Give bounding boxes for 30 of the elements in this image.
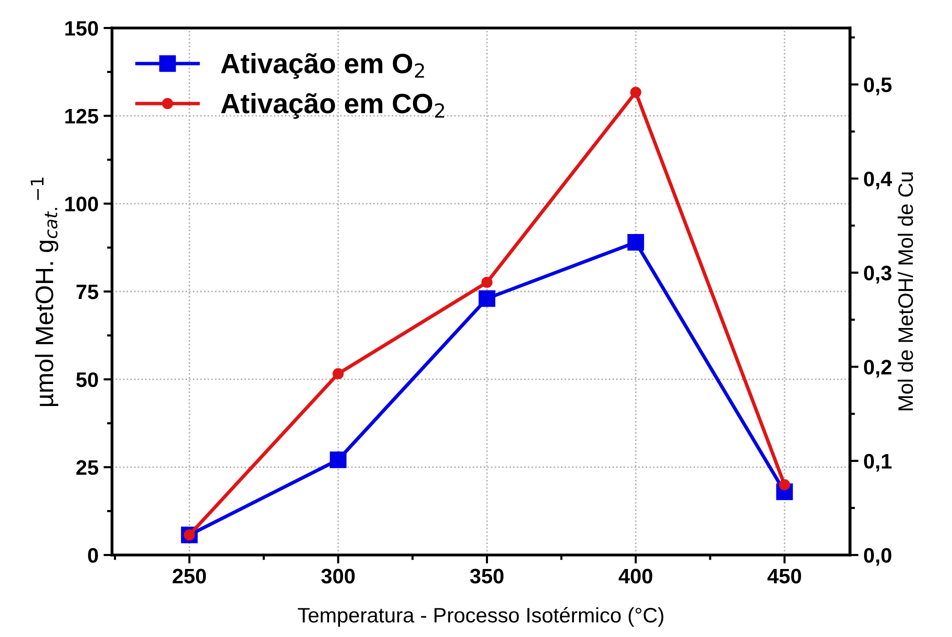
y2-axis-title: Mol de MetOH/ Mol de Cu	[898, 172, 914, 410]
y-tick-label: 25	[76, 460, 98, 475]
y-tick-label: 75	[76, 284, 98, 300]
y-axis-title: µmol MetOH. g$_{cat.}$$^{−1}$	[30, 178, 58, 406]
legend-label: Ativação em CO$_{2}$	[221, 93, 444, 119]
y2-tick-label: 0,3	[864, 266, 892, 284]
point	[478, 290, 496, 307]
y-tick-label: 50	[76, 372, 98, 388]
x-tick-label: 400	[618, 568, 652, 584]
y2-tick-label: 0,2	[864, 360, 892, 378]
y-tick-label: 0	[88, 548, 98, 563]
x-tick-label: 450	[767, 568, 802, 584]
y2-tick-label: 0,1	[864, 454, 892, 472]
point	[630, 86, 642, 98]
y-tick-label: 125	[65, 108, 98, 124]
point	[330, 451, 346, 468]
y2-tick-label: 0,5	[864, 77, 892, 96]
x-tick-label: 350	[470, 568, 504, 584]
x-tick-label: 300	[321, 568, 355, 584]
y-tick-label: 150	[65, 21, 98, 36]
x-tick-label: 250	[172, 568, 206, 584]
point	[481, 276, 493, 288]
y2-tick-label: 0,4	[864, 172, 892, 190]
point	[627, 234, 644, 251]
y-tick-label: 100	[65, 196, 98, 212]
x-axis-title: Temperatura - Processo Isotérmico (°C)	[298, 607, 664, 627]
legend-label: Ativação em O$_{2}$	[221, 53, 424, 79]
point	[778, 479, 790, 490]
point	[332, 368, 344, 380]
y2-tick-label: 0,0	[864, 548, 892, 566]
